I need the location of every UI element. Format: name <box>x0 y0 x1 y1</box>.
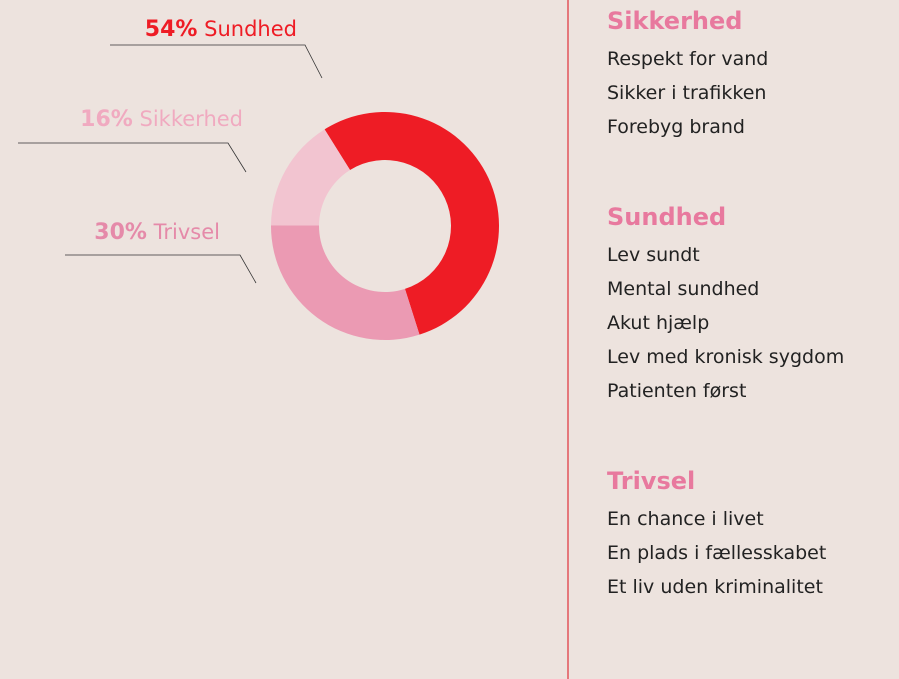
slice-space <box>133 107 140 131</box>
section-item: Respekt for vand <box>607 48 769 70</box>
section-item: Lev med kronisk sygdom <box>607 346 845 368</box>
section-item: Sikker i trafikken <box>607 82 767 104</box>
leader-line <box>65 254 257 284</box>
slice-label: 16% Sikkerhed <box>80 107 243 132</box>
sidebar-section: Sikkerhed Respekt for vand Sikker i trafik… <box>607 4 897 144</box>
slice-name: Sikkerhed <box>140 107 243 131</box>
slice-name: Sundhed <box>204 17 297 41</box>
slice-label: 30% Trivsel <box>94 220 220 245</box>
section-item: Et liv uden kriminalitet <box>607 576 823 598</box>
section-item: En chance i livet <box>607 508 764 530</box>
slice-space <box>147 220 154 244</box>
donut-segment <box>271 129 351 226</box>
sidebar-section: Sundhed Lev sundt Mental sundhed Akut hjælp… <box>607 200 897 408</box>
slice-space <box>197 17 204 41</box>
slice-name: Trivsel <box>153 220 220 244</box>
section-item: Patienten først <box>607 380 747 402</box>
section-heading: Sikkerhed <box>607 7 743 35</box>
slice-label: 54% Sundhed <box>145 17 297 42</box>
section-heading: Trivsel <box>607 467 696 495</box>
leader-line <box>110 44 323 79</box>
slice-percent: 30% <box>94 220 147 245</box>
section-item: Lev sundt <box>607 244 700 266</box>
slice-percent: 16% <box>80 107 133 132</box>
slice-percent: 54% <box>145 17 198 42</box>
section-item: Forebyg brand <box>607 116 745 138</box>
leader-line <box>18 142 247 173</box>
sidebar-section: Trivsel En chance i livet En plads i fælle… <box>607 464 897 604</box>
section-heading: Sundhed <box>607 203 727 231</box>
section-item: Mental sundhed <box>607 278 760 300</box>
sidebar: Sikkerhed Respekt for vand Sikker i trafik… <box>607 4 897 660</box>
section-item: Akut hjælp <box>607 312 710 334</box>
donut-segment <box>324 112 499 335</box>
donut-segment <box>271 225 420 340</box>
section-item: En plads i fællesskabet <box>607 542 827 564</box>
